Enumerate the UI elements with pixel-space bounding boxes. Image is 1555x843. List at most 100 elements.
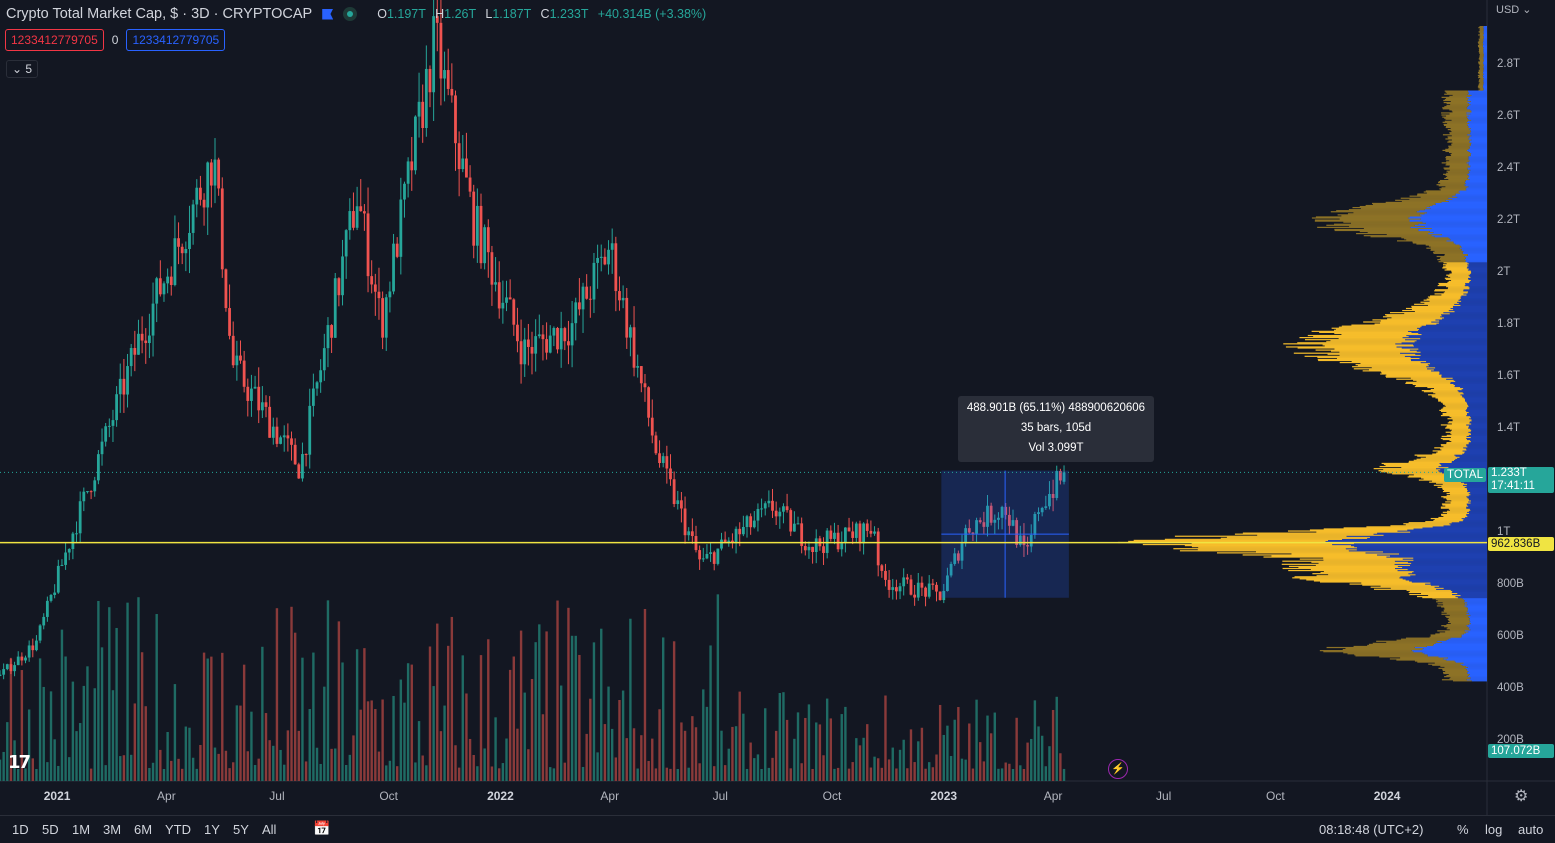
volume-profile-down [1447,627,1470,629]
timeframe-1y-button[interactable]: 1Y [204,822,220,837]
timeframe-5d-button[interactable]: 5D [42,822,59,837]
volume-profile-down [1445,615,1469,617]
volume-profile-down [1367,644,1434,647]
candle-body [712,552,716,564]
candle-body [854,523,858,538]
volume-profile-down [1448,287,1470,289]
percent-toggle[interactable]: % [1457,822,1469,837]
candle-body [282,435,286,438]
volume-profile-down [1282,567,1396,570]
volume-profile-up [1465,448,1487,450]
candle-body [964,528,968,544]
candle-body [133,348,137,355]
lightning-icon[interactable]: ⚡ [1108,759,1128,779]
clock[interactable]: 08:18:48 (UTC+2) [1319,822,1424,837]
volume-profile-up [1468,277,1487,279]
volume-profile-down [1443,123,1468,125]
candle-body [315,382,319,389]
candle-body [978,520,982,523]
volume-profile-down [1440,256,1467,259]
timeframe-all-button[interactable]: All [262,822,277,837]
volume-profile-up [1408,573,1487,575]
volume-profile-down [1443,604,1468,606]
volume-profile-up [1420,326,1487,328]
volume-profile-down [1338,326,1421,328]
candle-body [443,70,446,79]
volume-profile-down [1409,195,1453,197]
volume-profile-down [1440,444,1467,446]
tradingview-logo[interactable]: 17 [8,752,31,773]
gear-icon[interactable]: ⚙ [1514,788,1529,805]
indicator-badge-blue[interactable]: 1233412779705 [126,29,226,51]
timeframe-1m-button[interactable]: 1M [72,822,91,837]
symbol-title[interactable]: Crypto Total Market Cap, $ · 3D · CRYPTO… [6,6,313,22]
volume-profile-down [1304,339,1406,341]
calendar-icon[interactable]: 📅 [313,820,331,836]
volume-bar [210,656,213,781]
candle-body [1026,545,1029,547]
volume-profile-up [1425,583,1487,585]
candle-body [643,383,647,388]
timeframe-1d-button[interactable]: 1D [12,822,29,837]
volume-profile-up [1468,172,1487,174]
timeframe-6m-button[interactable]: 6M [134,822,153,837]
indicator-badge-red[interactable]: 1233412779705 [5,29,104,51]
time-tick-label: 2023 [930,789,958,803]
volume-profile-down [1401,467,1449,469]
volume-bar [454,745,457,781]
volume-profile-down [1441,613,1467,615]
candle-body [989,505,993,523]
volume-profile-up [1469,621,1487,624]
volume-profile-down [1449,133,1471,135]
candle-body [661,456,665,464]
volume-profile-up [1399,577,1487,579]
volume-profile-up [1441,376,1487,378]
volume-profile-up [1458,391,1487,393]
market-status-icon[interactable] [343,7,358,21]
volume-profile-down [1326,646,1415,649]
volume-bar [450,616,454,781]
volume-profile-down [1445,118,1469,120]
candle-body [24,657,27,661]
candle-body [1033,513,1037,535]
volume-profile-up [1446,240,1487,242]
currency-selector[interactable]: USD ⌄ [1496,3,1532,16]
volume-profile-down [1359,230,1430,233]
volume-profile-up [1471,135,1487,137]
volume-bar [494,717,497,781]
log-toggle[interactable]: log [1485,822,1503,837]
timeframe-3m-button[interactable]: 3M [103,822,122,837]
volume-profile-down [1432,251,1463,253]
timeframe-5y-button[interactable]: 5Y [233,822,249,837]
candle-body [242,360,246,387]
candle-body [887,579,891,590]
candle-body [311,388,315,406]
volume-profile-up [1464,600,1487,602]
auto-toggle[interactable]: auto [1518,822,1544,837]
candle-body [0,674,2,676]
volume-profile-down [1477,44,1483,46]
volume-profile-down [1386,315,1442,317]
candle-body [548,335,552,353]
volume-profile-up [1445,199,1487,201]
volume-profile-down [1395,199,1446,201]
volume-profile-up [1400,576,1487,578]
volume-bar [253,765,257,781]
volume-profile-down [1478,61,1484,63]
collapse-indicators-button[interactable]: ⌄ 5 [6,60,39,78]
timeframe-ytd-button[interactable]: YTD [165,822,191,837]
volume-bar [585,733,588,781]
volume-profile-up [1465,516,1487,519]
volume-profile-down [1452,111,1472,113]
volume-bar [873,756,876,781]
volume-profile-up [1471,420,1487,422]
volume-bar [366,701,370,781]
volume-bar [180,768,184,781]
volume-profile-down [1438,282,1466,285]
price-tick-label: 400B [1497,682,1524,694]
volume-profile-up [1468,499,1487,501]
candle-body [107,425,111,427]
flag-icon[interactable] [322,8,334,20]
volume-profile-up [1466,116,1487,118]
